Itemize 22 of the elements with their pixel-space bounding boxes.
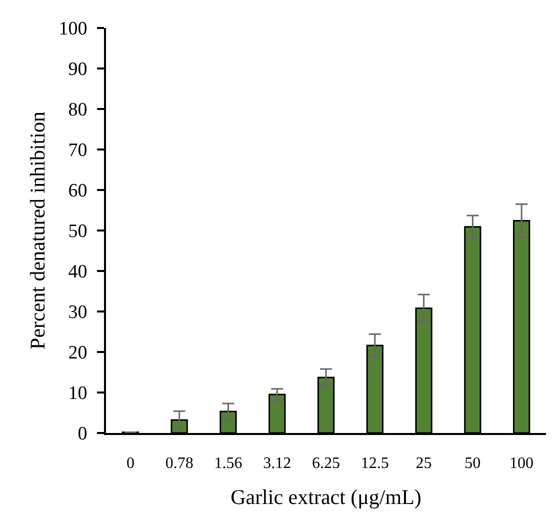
x-tick-label: 6.25 — [312, 455, 340, 472]
x-tick-label: 0 — [126, 455, 134, 472]
y-tick-label: 0 — [78, 424, 88, 445]
y-tick-label: 70 — [68, 140, 88, 162]
x-tick-label: 50 — [464, 455, 481, 472]
y-tick-label: 80 — [68, 100, 88, 121]
x-axis-title: Garlic extract (μg/mL) — [230, 484, 422, 509]
x-tick-label: 25 — [416, 455, 432, 472]
y-tick-label: 20 — [68, 342, 88, 364]
x-tick-label: 100 — [510, 455, 534, 472]
y-tick-label: 40 — [68, 262, 88, 283]
y-tick-label: 60 — [68, 180, 88, 202]
x-tick-label: 3.12 — [263, 455, 292, 472]
x-tick-label: 12.5 — [360, 455, 389, 472]
x-tick-label: 0.78 — [165, 455, 194, 472]
y-tick-label: 90 — [68, 59, 88, 80]
y-tick-label: 100 — [58, 18, 88, 40]
y-tick-label: 10 — [68, 383, 88, 404]
y-tick-label: 30 — [68, 302, 88, 324]
x-tick-label: 1.56 — [214, 455, 242, 472]
y-tick-label: 50 — [68, 221, 88, 242]
y-axis-title: Percent denatured inhibition — [25, 111, 50, 350]
